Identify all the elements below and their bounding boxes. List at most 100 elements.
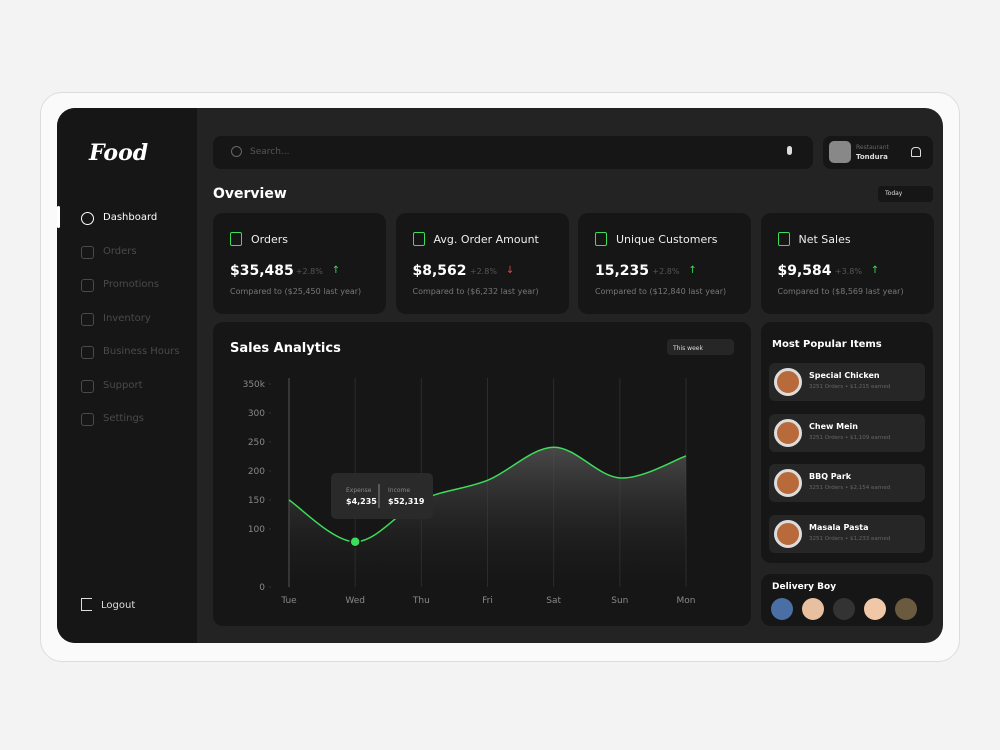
card-note: Compared to ($6,232 last year) (412, 287, 539, 296)
active-indicator (57, 206, 60, 228)
avatar (829, 141, 851, 163)
trend-arrow: ↑ (870, 265, 880, 276)
item-image (774, 368, 802, 396)
popular-item[interactable]: Masala Pasta 3251 Orders • $1,233 earned (769, 514, 925, 553)
card-value: $9,584 (777, 263, 832, 279)
delivery-avatar[interactable] (864, 598, 886, 620)
nav-icon (81, 379, 94, 393)
x-tick-label: Wed (345, 596, 365, 606)
tooltip-label: Expense (346, 487, 372, 494)
profile-name: Tondura (856, 153, 888, 161)
card-icon (230, 232, 242, 246)
nav-icon (81, 245, 94, 259)
nav-item[interactable]: Orders (103, 245, 137, 257)
nav-item[interactable]: Business Hours (103, 346, 180, 357)
chart-title: Sales Analytics (230, 341, 341, 356)
stat-card: Avg. Order Amount $8,562 +2.8% ↓ Compared to… (395, 213, 569, 314)
bell-icon[interactable] (911, 147, 921, 157)
y-tick-label: 200 (248, 467, 265, 477)
profile[interactable]: Restaurant Tondura (823, 136, 933, 169)
x-tick-label: Thu (412, 596, 430, 606)
card-title: Net Sales (798, 233, 851, 246)
search-placeholder: Search... (250, 147, 290, 157)
search-bar[interactable]: Search... (213, 136, 813, 169)
y-tick-label: 350k (243, 380, 266, 390)
nav-item[interactable]: Promotions (103, 279, 160, 290)
card-change: +2.8% (469, 267, 497, 276)
delivery-avatar[interactable] (833, 598, 855, 620)
card-change: +3.8% (834, 267, 862, 276)
nav-item[interactable]: Support (103, 379, 143, 391)
nav-icon (81, 312, 94, 326)
sidebar: Food Logout Dashboard Orders Promotions Inv… (57, 108, 197, 643)
item-name: Chew Mein (809, 421, 858, 431)
y-tick-label: 100 (248, 525, 265, 535)
item-image (774, 519, 802, 548)
tooltip-label: Income (388, 487, 410, 494)
card-note: Compared to ($25,450 last year) (230, 287, 362, 296)
mic-icon[interactable] (787, 146, 792, 155)
item-detail: 3251 Orders • $2,154 earned (809, 485, 891, 491)
card-value: 15,235 (595, 263, 650, 279)
card-title: Avg. Order Amount (433, 233, 539, 246)
nav-item[interactable]: Inventory (103, 312, 151, 324)
y-tick-label: 250 (248, 438, 265, 448)
card-change: +2.8% (295, 267, 323, 276)
x-tick-label: Tue (280, 596, 297, 606)
stat-card: Unique Customers 15,235 +2.8% ↑ Compared to … (578, 213, 751, 314)
delivery-avatar[interactable] (802, 598, 824, 620)
card-icon (412, 232, 425, 246)
delivery-title: Delivery Boy (772, 582, 837, 592)
y-tick-label: 300 (248, 409, 265, 419)
profile-role: Restaurant (856, 144, 889, 151)
card-title: Orders (251, 233, 288, 246)
stat-card: Net Sales $9,584 +3.8% ↑ Compared to ($8,569… (760, 213, 934, 314)
popular-item[interactable]: BBQ Park 3251 Orders • $2,154 earned (769, 464, 925, 502)
x-tick-label: Fri (482, 596, 493, 606)
card-note: Compared to ($8,569 last year) (777, 287, 904, 296)
search-icon (231, 146, 242, 157)
period-select[interactable]: Today (878, 186, 933, 202)
card-icon (595, 232, 607, 246)
logout-icon (81, 598, 92, 611)
card-note: Compared to ($12,840 last year) (595, 287, 727, 296)
dashboard: Food Logout Dashboard Orders Promotions Inv… (57, 108, 943, 643)
tooltip-value: $4,235 (346, 497, 377, 506)
item-detail: 3251 Orders • $1,215 earned (809, 384, 891, 390)
y-tick-label: 150 (248, 496, 265, 506)
popular-item[interactable]: Special Chicken 3251 Orders • $1,215 earn… (769, 363, 925, 401)
nav-item[interactable]: Dashboard (103, 212, 158, 223)
item-name: Special Chicken (809, 371, 880, 380)
nav-item[interactable]: Settings (103, 413, 145, 424)
nav-icon (81, 212, 94, 225)
popular-panel: Most Popular Items Special Chicken 3251 O… (761, 322, 933, 563)
popular-title: Most Popular Items (772, 339, 882, 350)
period-label: This week (672, 345, 703, 352)
delivery-avatar[interactable] (771, 598, 793, 620)
chart-panel: Sales Analytics This week 0 100 150 200 250 300… (213, 322, 751, 626)
trend-arrow: ↑ (331, 265, 341, 276)
popular-item[interactable]: Chew Mein 3251 Orders • $1,109 earned (769, 413, 925, 452)
stat-card: Orders $35,485 +2.8% ↑ Compared to ($25,450 … (213, 213, 386, 314)
nav-icon (81, 413, 94, 426)
logout[interactable]: Logout (101, 600, 136, 611)
nav-icon (81, 346, 94, 359)
item-detail: 3251 Orders • $1,109 earned (809, 434, 891, 441)
item-detail: 3251 Orders • $1,233 earned (809, 535, 891, 542)
card-change: +2.8% (652, 267, 680, 276)
period-select[interactable] (667, 339, 734, 355)
x-tick-label: Mon (677, 596, 696, 606)
highlight-point (349, 536, 361, 548)
item-name: Masala Pasta (809, 522, 869, 532)
logo: Food (89, 140, 149, 166)
area (289, 447, 686, 587)
card-icon (777, 232, 790, 246)
trend-arrow: ↓ (505, 265, 515, 276)
card-value: $35,485 (230, 263, 294, 279)
nav-icon (81, 279, 94, 292)
x-tick-label: Sun (611, 596, 628, 606)
overview-title: Overview (213, 186, 287, 202)
delivery-avatar[interactable] (895, 598, 917, 620)
item-image (774, 418, 802, 447)
